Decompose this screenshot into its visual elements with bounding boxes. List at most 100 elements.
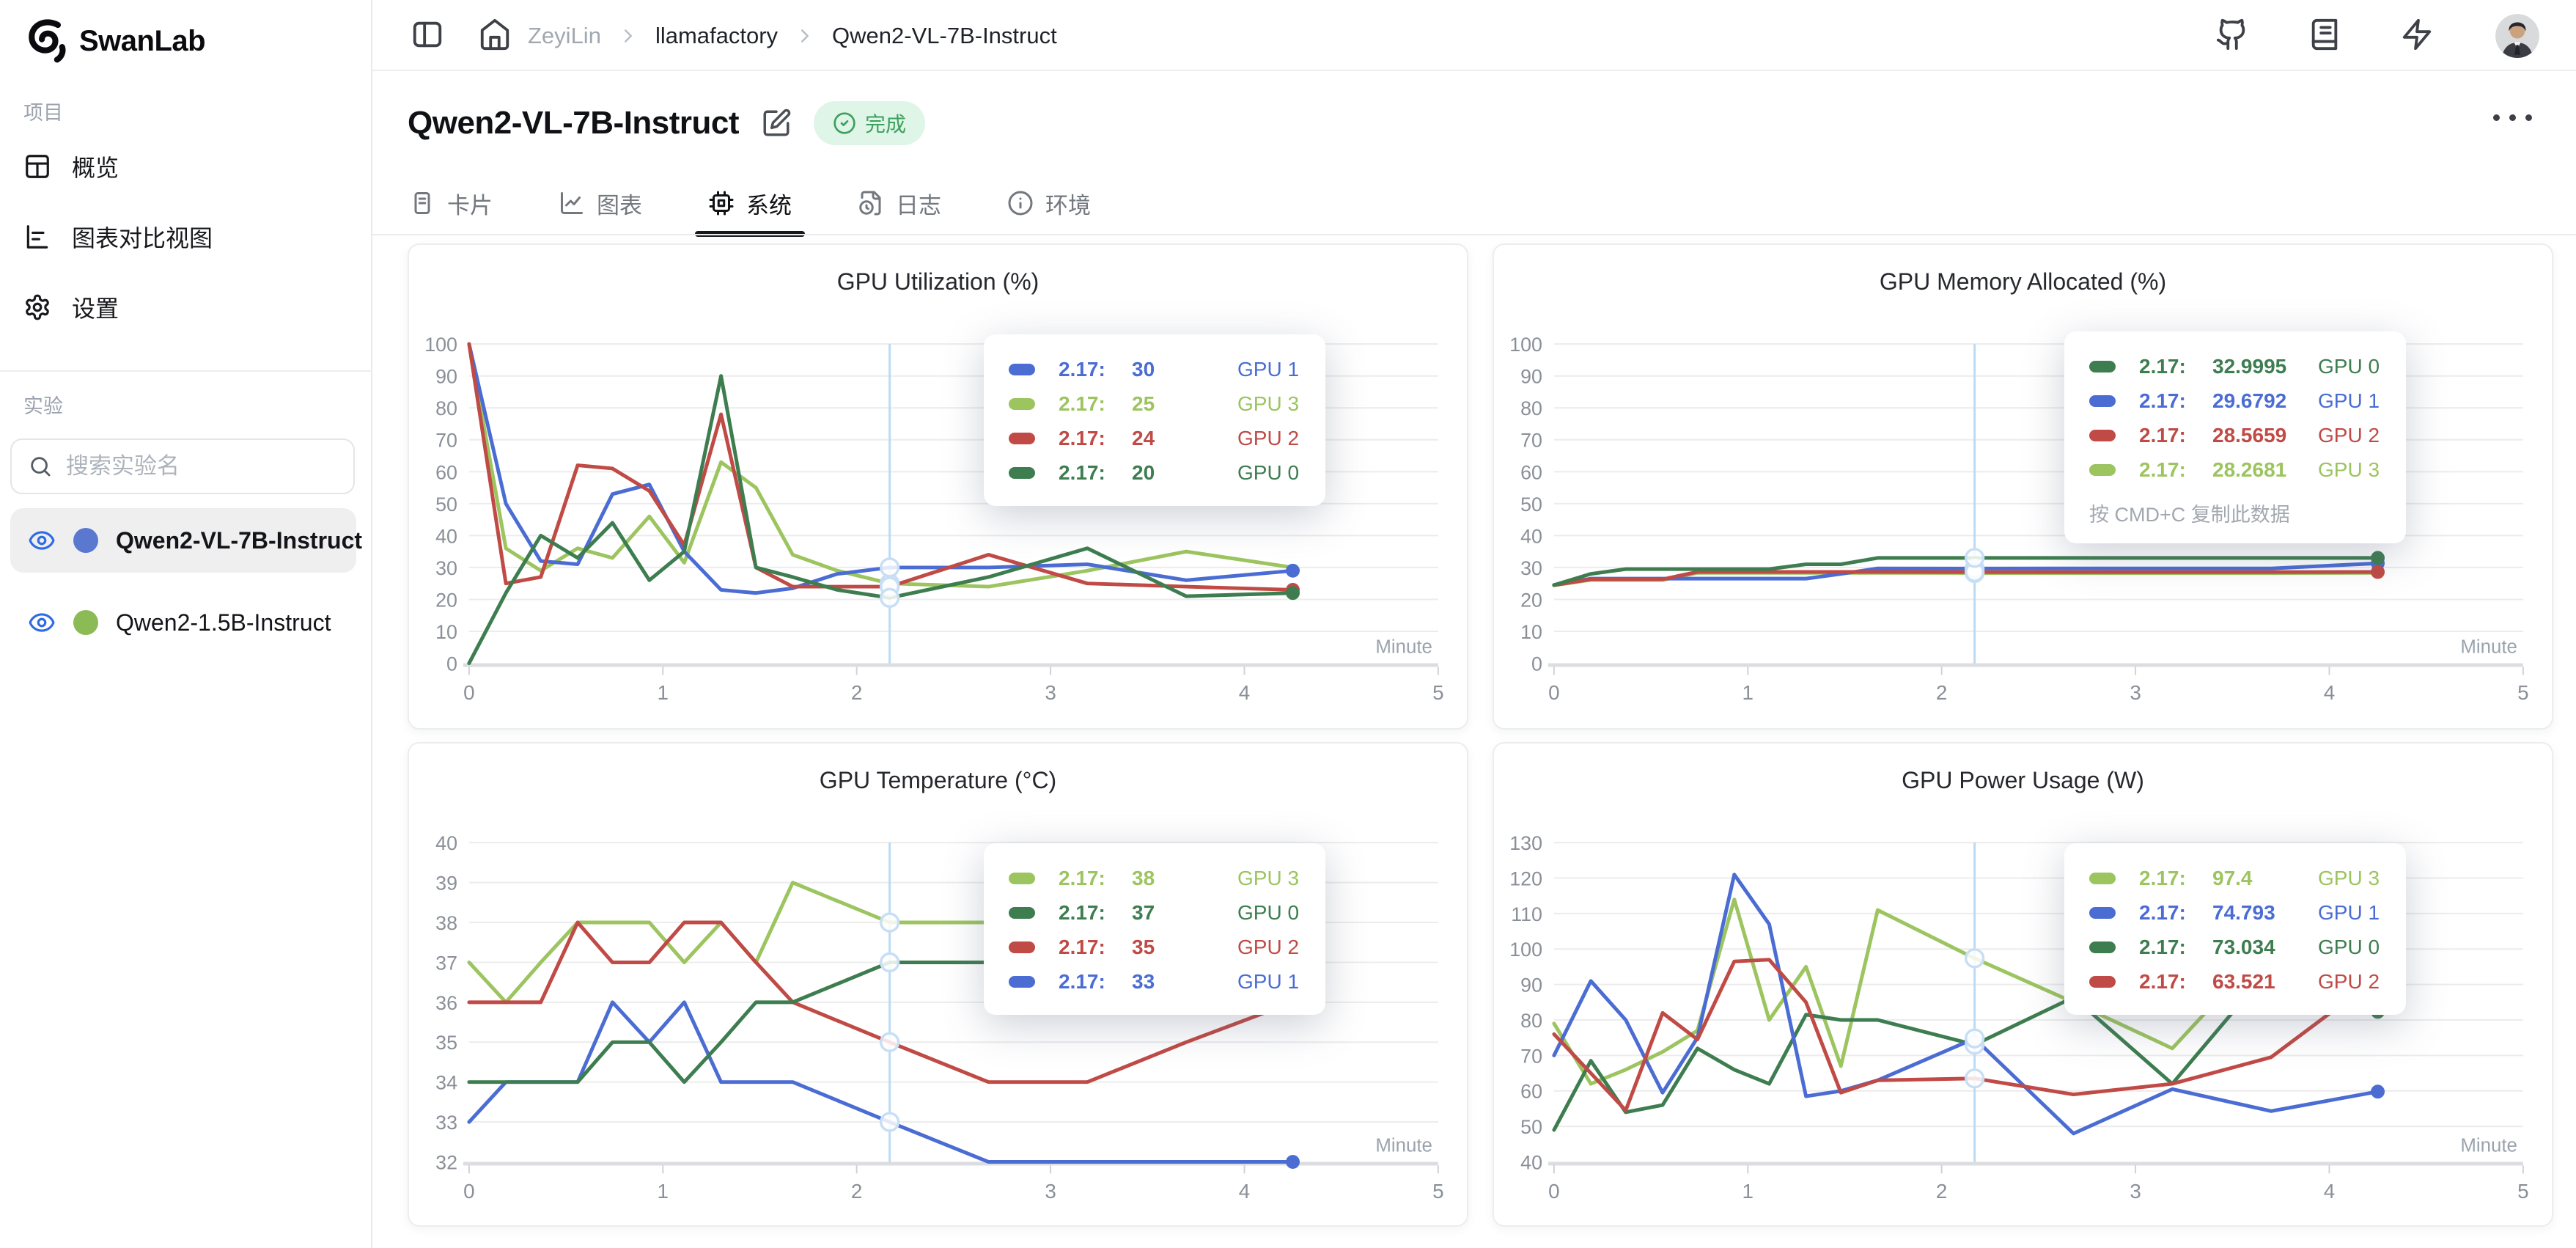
tooltip-row: 2.17: 32.9995 GPU 0	[2089, 349, 2380, 383]
svg-text:100: 100	[1509, 334, 1542, 356]
tooltip-value: 28.2681	[2212, 458, 2287, 481]
tooltip-series-label: GPU 3	[2318, 866, 2380, 889]
app-logo[interactable]: SwanLab	[26, 19, 206, 63]
svg-text:40: 40	[435, 525, 457, 547]
edit-title-button[interactable]	[761, 108, 792, 139]
chart-title: GPU Power Usage (W)	[1902, 767, 2144, 793]
tooltip-row: 2.17: 28.2681 GPU 3	[2089, 452, 2380, 487]
breadcrumb: ZeyiLin llamafactory Qwen2-VL-7B-Instruc…	[528, 0, 1057, 71]
series-color-chip	[2089, 975, 2116, 988]
search-input[interactable]	[66, 453, 337, 480]
card-icon	[414, 192, 430, 214]
experiment-color-dot	[73, 610, 98, 635]
tooltip-series-label: GPU 0	[2318, 935, 2380, 958]
sidebar-item-settings[interactable]: 设置	[23, 290, 119, 324]
svg-text:40: 40	[1520, 525, 1542, 547]
sidebar-toggle-button[interactable]	[411, 18, 444, 51]
tab-logs[interactable]: 日志	[856, 172, 943, 235]
pencil-icon	[763, 109, 791, 136]
tab-system[interactable]: 系统	[695, 172, 805, 237]
svg-text:5: 5	[2517, 681, 2528, 704]
file-clock-icon	[859, 191, 881, 216]
tooltip-time: 2.17:	[2139, 969, 2186, 993]
tooltip-row: 2.17: 63.521 GPU 2	[2089, 964, 2380, 999]
chevron-right-icon	[794, 25, 816, 47]
tab-label: 环境	[1045, 192, 1091, 219]
experiment-item-qwen2-vl-7b[interactable]: Qwen2-VL-7B-Instruct	[10, 508, 362, 573]
tab-label: 图表	[597, 192, 642, 219]
chart-card-gpu-power: GPU Power Usage (W) 40 50 60 70 80 90 100 110 12…	[1493, 742, 2553, 1227]
chart-plot[interactable]: 40 50 60 70 80 90 100 110 120 130 0 1 2 3 4 5 Minute	[1494, 744, 2552, 1225]
svg-text:36: 36	[435, 992, 457, 1014]
svg-text:100: 100	[424, 334, 457, 356]
tooltip-time: 2.17:	[2139, 423, 2186, 447]
tooltip-time: 2.17:	[1059, 866, 1105, 889]
breadcrumb-project[interactable]: llamafactory	[655, 22, 779, 48]
quickstart-button[interactable]	[2400, 18, 2434, 51]
tooltip-time: 2.17:	[1059, 460, 1105, 484]
svg-text:80: 80	[435, 397, 457, 419]
tooltip-value: 30	[1132, 357, 1155, 381]
svg-text:20: 20	[1520, 589, 1542, 611]
chart-tooltip: 2.17: 32.9995 GPU 0 2.17: 29.6792 GPU 1 2.17: 2…	[2064, 331, 2407, 543]
docs-button[interactable]	[2308, 18, 2341, 51]
breadcrumb-user[interactable]: ZeyiLin	[528, 22, 601, 48]
tooltip-series-label: GPU 3	[1237, 866, 1300, 889]
section-label-project: 项目	[23, 102, 63, 124]
svg-text:39: 39	[435, 873, 457, 895]
home-icon	[480, 18, 509, 51]
experiment-item-qwen2-1-5b[interactable]: Qwen2-1.5B-Instruct	[10, 590, 356, 655]
chart-svg: 40 50 60 70 80 90 100 110 120 130 0 1 2 3 4 5 Minute	[1509, 832, 2528, 1203]
series-color-chip	[1009, 432, 1035, 444]
tab-cards[interactable]: 卡片	[408, 172, 494, 235]
page-title-row: Qwen2-VL-7B-Instruct 完成	[408, 101, 926, 145]
tab-charts[interactable]: 图表	[557, 172, 644, 235]
series-color-chip	[1009, 975, 1035, 988]
gear-icon	[26, 294, 49, 320]
breadcrumb-experiment[interactable]: Qwen2-VL-7B-Instruct	[832, 22, 1057, 48]
tooltip-series-label: GPU 2	[1237, 935, 1300, 958]
svg-text:0: 0	[446, 653, 457, 675]
tooltip-time: 2.17:	[2139, 866, 2186, 889]
book-icon	[2311, 18, 2338, 51]
svg-text:40: 40	[1520, 1151, 1542, 1173]
search-icon	[31, 457, 51, 477]
experiment-name: Qwen2-1.5B-Instruct	[116, 609, 331, 636]
tooltip-value: 97.4	[2212, 866, 2253, 889]
tooltip-row: 2.17: 97.4 GPU 3	[2089, 861, 2380, 895]
chart-svg: 0 10 20 30 40 50 60 70 80 90 100 0 1 2 3 4 5 Minute	[1509, 334, 2528, 704]
tooltip-copy-hint: 按 CMD+C 复制此数据	[2089, 504, 2290, 526]
tooltip-row: 2.17: 37 GPU 0	[1009, 895, 1299, 930]
chart-plot[interactable]: 0 10 20 30 40 50 60 70 80 90 100 0 1 2 3 4 5 Minute	[1494, 245, 2552, 728]
svg-text:3: 3	[2130, 681, 2141, 704]
sidebar-divider	[0, 370, 372, 372]
svg-text:Minute: Minute	[2460, 637, 2517, 658]
tooltip-row: 2.17: 30 GPU 1	[1009, 352, 1299, 386]
eye-icon[interactable]	[28, 526, 56, 554]
tooltip-value: 38	[1132, 866, 1155, 889]
experiment-search[interactable]	[10, 438, 355, 494]
tooltip-row: 2.17: 25 GPU 3	[1009, 386, 1299, 421]
series-color-chip	[2089, 360, 2116, 372]
svg-text:0: 0	[463, 1180, 474, 1203]
sidebar-item-overview[interactable]: 概览	[23, 150, 119, 183]
more-options-button[interactable]	[2493, 114, 2532, 121]
topbar: ZeyiLin llamafactory Qwen2-VL-7B-Instruc…	[372, 0, 2576, 71]
tab-label: 系统	[746, 192, 792, 219]
svg-text:0: 0	[1548, 681, 1559, 704]
tooltip-time: 2.17:	[1059, 357, 1105, 381]
tooltip-row: 2.17: 28.5659 GPU 2	[2089, 418, 2380, 452]
home-button[interactable]	[478, 18, 512, 51]
github-button[interactable]	[2215, 18, 2249, 51]
svg-text:1: 1	[658, 1180, 669, 1203]
sidebar-item-chart-compare[interactable]: 图表对比视图	[23, 220, 213, 254]
avatar[interactable]	[2495, 14, 2539, 58]
status-badge-label: 完成	[865, 113, 907, 136]
eye-icon[interactable]	[28, 609, 56, 636]
tab-environment[interactable]: 环境	[1006, 172, 1092, 235]
svg-text:2: 2	[851, 681, 862, 704]
svg-text:5: 5	[1432, 1180, 1443, 1203]
series-color-chip	[1009, 466, 1035, 479]
series-color-chip	[1009, 906, 1035, 919]
tooltip-value: 29.6792	[2212, 389, 2287, 412]
